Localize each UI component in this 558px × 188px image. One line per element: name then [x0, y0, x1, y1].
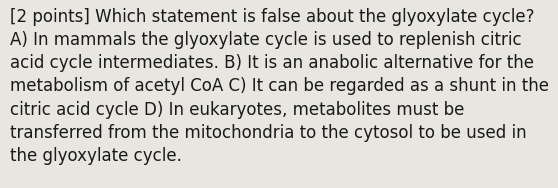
Text: [2 points] Which statement is false about the glyoxylate cycle?
A) In mammals th: [2 points] Which statement is false abou…	[10, 8, 549, 165]
